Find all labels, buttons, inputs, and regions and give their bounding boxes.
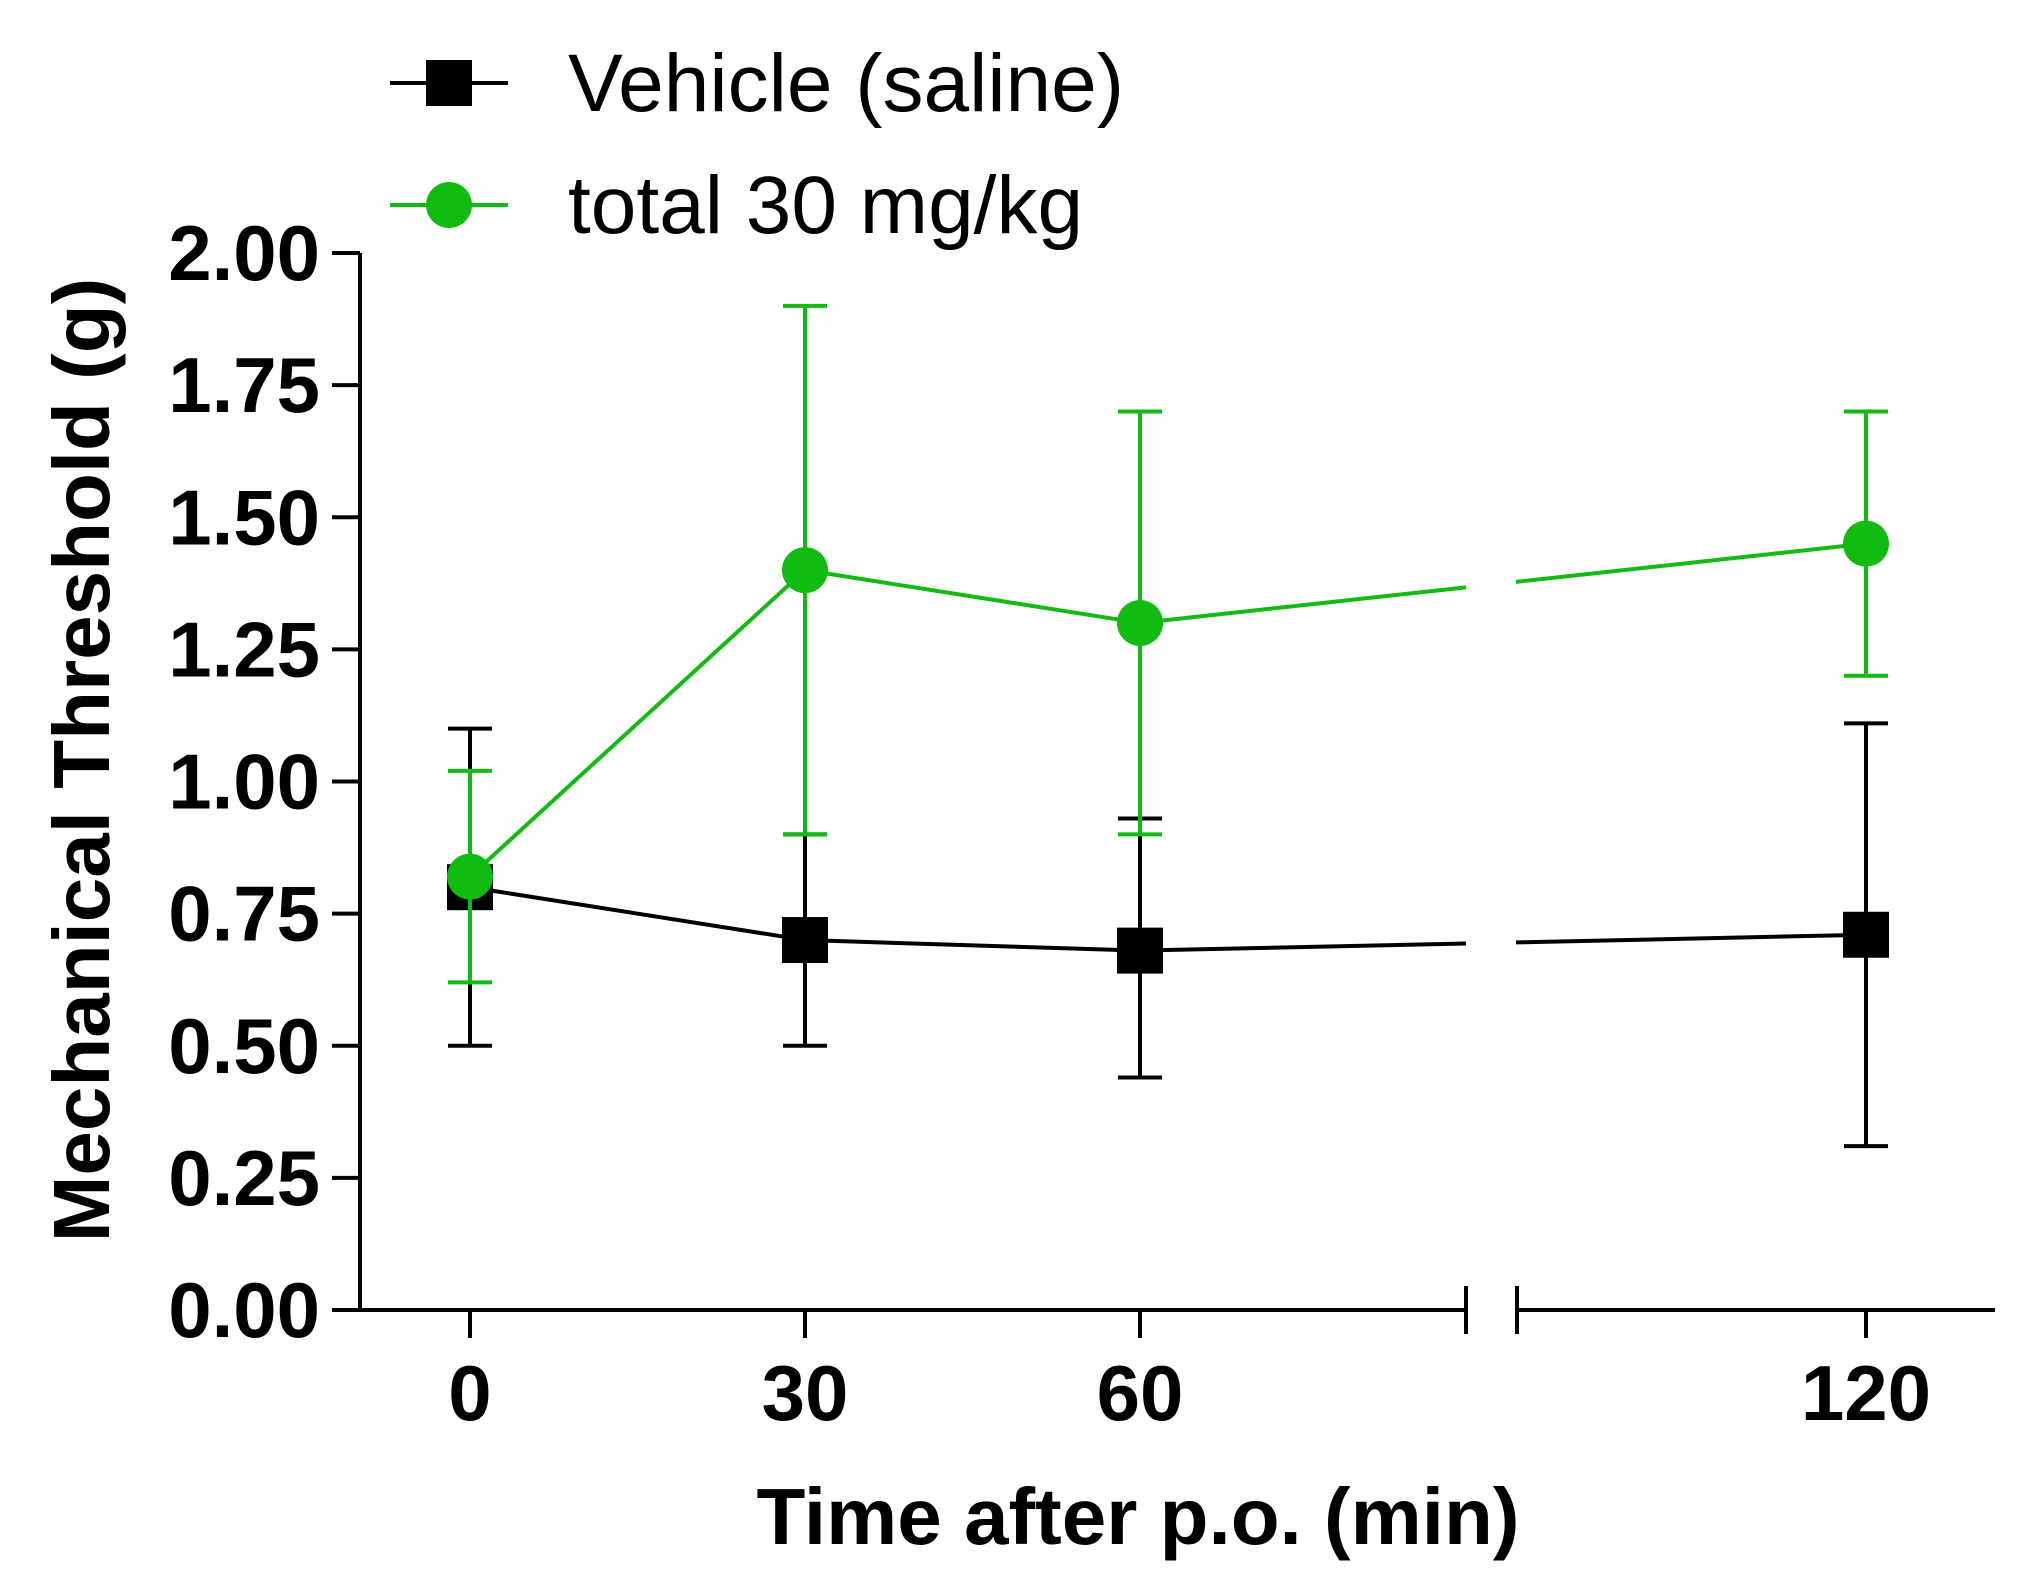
y-tick-label: 2.00 xyxy=(168,209,320,297)
series-line-segment xyxy=(1515,541,1867,584)
legend-item-vehicle: Vehicle (saline) xyxy=(390,38,1124,129)
x-tick-label: 30 xyxy=(762,1349,849,1437)
series-line-segment xyxy=(1515,932,1867,945)
y-tick-label: 1.50 xyxy=(168,473,320,561)
x-tick-label: 0 xyxy=(448,1349,491,1437)
y-tick-label: 1.75 xyxy=(168,341,320,429)
y-tick-label: 1.00 xyxy=(168,738,320,826)
series-line-segment xyxy=(804,938,1141,953)
data-point-circle xyxy=(782,547,828,594)
legend-label-total: total 30 mg/kg xyxy=(568,160,1083,251)
legend-item-total: total 30 mg/kg xyxy=(390,160,1083,251)
x-tick-label: 120 xyxy=(1801,1349,1931,1437)
y-tick-label: 0.50 xyxy=(168,1002,320,1090)
series-total xyxy=(447,303,1889,985)
x-axis-title: Time after p.o. (min) xyxy=(756,1472,1519,1561)
legend: Vehicle (saline) total 30 mg/kg xyxy=(390,38,1124,251)
series-vehicle xyxy=(447,721,1889,1149)
series-line-segment xyxy=(1139,585,1467,625)
data-point-circle xyxy=(1117,599,1163,646)
series-line-segment xyxy=(468,568,807,879)
y-tick-label: 0.00 xyxy=(168,1266,320,1354)
data-point-circle xyxy=(1843,520,1889,567)
data-point-square xyxy=(1843,911,1889,958)
legend-marker-vehicle xyxy=(426,60,472,106)
y-axis-title: Mechanical Threshold (g) xyxy=(37,278,126,1243)
x-tick-label: 60 xyxy=(1097,1349,1184,1437)
data-point-circle xyxy=(447,853,493,900)
y-tick-label: 0.25 xyxy=(168,1134,320,1222)
y-tick-label: 0.75 xyxy=(168,870,320,958)
data-point-square xyxy=(1117,927,1163,974)
legend-label-vehicle: Vehicle (saline) xyxy=(568,38,1124,129)
data-point-square xyxy=(782,917,828,964)
y-tick-label: 1.25 xyxy=(168,605,320,693)
axes: 0.00 0.25 0.50 0.75 1.00 1.25 1.50 1.75 2.00 0 30… xyxy=(168,209,1995,1437)
series-line-segment xyxy=(1139,941,1467,953)
series-line-segment xyxy=(804,568,1141,625)
legend-marker-total xyxy=(426,182,472,228)
series-line-segment xyxy=(469,885,806,943)
